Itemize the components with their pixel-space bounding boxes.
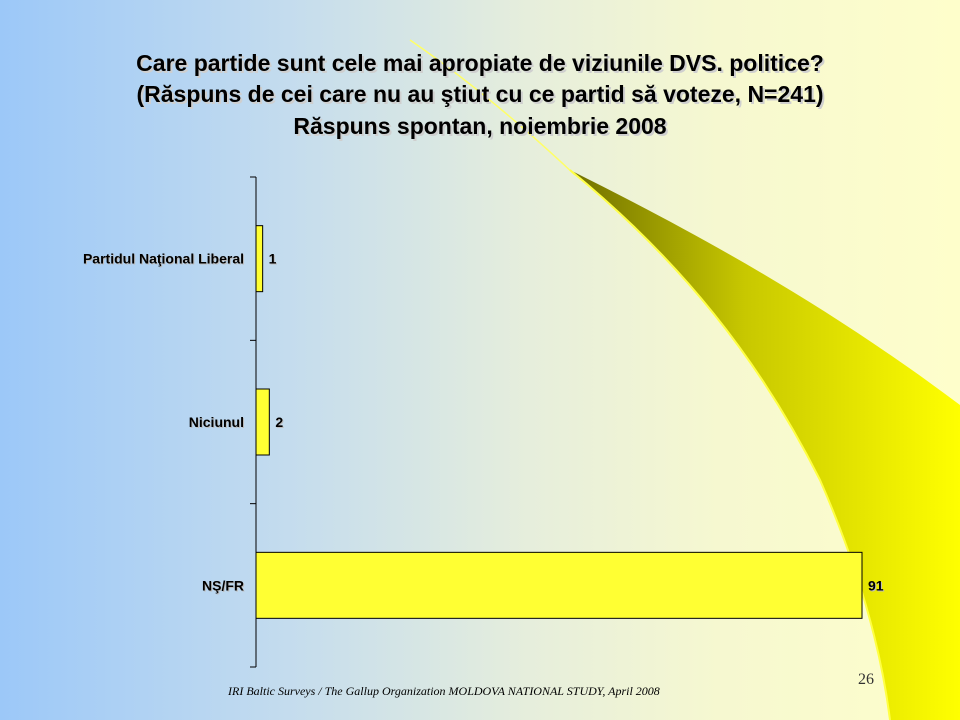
data-label-shadow: 1 [270, 252, 278, 268]
category-label-shadow: NŞ/FR [203, 578, 245, 594]
category-label-shadow: Partidul Naţional Liberal [84, 252, 245, 268]
category-label-shadow: Niciunul [190, 415, 245, 431]
data-label: 91 [868, 577, 884, 593]
data-label: 2 [275, 414, 283, 430]
swoosh-thin-line [409, 39, 576, 176]
category-label: Partidul Naţional Liberal [83, 251, 244, 267]
data-label-shadow: 2 [276, 415, 284, 431]
title-line-2: (Răspuns de cei care nu au ştiut cu ce p… [136, 81, 824, 107]
title-line-1: Care partide sunt cele mai apropiate de … [136, 50, 824, 76]
bar [255, 225, 264, 293]
title-line-3: Răspuns spontan, noiembrie 2008 [293, 113, 667, 139]
chart-axis [250, 176, 257, 668]
category-label: Niciunul [189, 414, 244, 430]
chart-bars [255, 225, 863, 619]
data-label: 1 [269, 251, 277, 267]
category-label: NŞ/FR [202, 577, 244, 593]
footer-source: IRI Baltic Surveys / The Gallup Organiza… [228, 684, 660, 698]
bar [255, 388, 270, 456]
data-label-shadow: 91 [869, 578, 885, 594]
swoosh-edge [569, 169, 891, 720]
page-number: 26 [858, 671, 874, 688]
bar [255, 551, 863, 619]
